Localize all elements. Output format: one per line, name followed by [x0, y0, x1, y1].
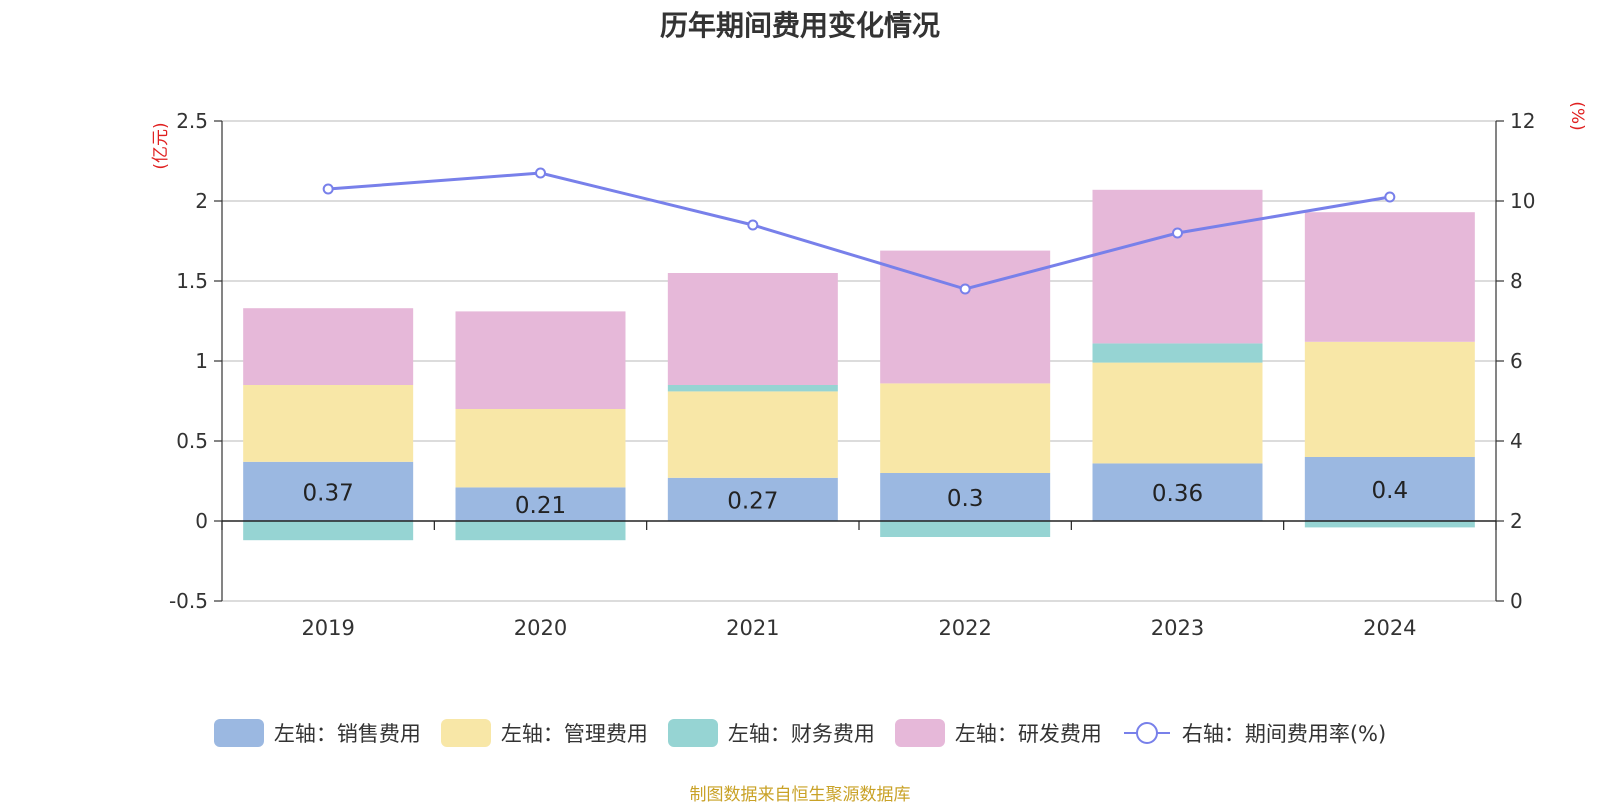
left-axis-unit-label: (亿元)	[151, 122, 171, 169]
bar-sales	[667, 477, 838, 521]
chart-title: 历年期间费用变化情况	[659, 9, 940, 42]
bar-admin	[1092, 362, 1263, 464]
x-tick-label: 2024	[1363, 616, 1416, 640]
source-note: 制图数据来自恒生聚源数据库	[689, 785, 911, 805]
bar-rnd	[1304, 212, 1475, 342]
bar-data-label: 0.4	[1372, 478, 1409, 504]
bar-data-label: 0.21	[515, 493, 566, 519]
left-tick-label: 2	[195, 189, 208, 213]
legend-line-rate-icon	[1123, 722, 1170, 744]
rate-line	[328, 171, 1391, 291]
left-tick-label: -0.5	[169, 589, 208, 613]
bar-data-label: 0.36	[1152, 481, 1203, 507]
bar-finance	[455, 521, 626, 541]
bar-data-label: 0.3	[947, 486, 984, 512]
left-tick-label: 0.5	[176, 429, 208, 453]
bar-finance	[880, 521, 1051, 537]
bar-admin	[243, 385, 414, 462]
legend-label-rate: 右轴：期间费用率(%)	[1181, 722, 1387, 746]
x-tick-label: 2023	[1151, 616, 1204, 640]
x-tick-label: 2021	[726, 616, 779, 640]
left-tick-label: 2.5	[176, 109, 208, 133]
bar-admin	[667, 391, 838, 478]
legend-swatch-rnd	[894, 719, 945, 747]
rate-point	[1384, 191, 1396, 203]
bar-rnd	[667, 273, 838, 385]
legend-swatch-sales	[213, 719, 264, 747]
legend-item-sales[interactable]: 左轴：销售费用	[213, 718, 421, 748]
right-tick-label: 0	[1510, 589, 1523, 613]
right-tick-label: 8	[1510, 269, 1523, 293]
legend-label-admin: 左轴：管理费用	[500, 722, 648, 746]
bar-sales	[243, 461, 414, 521]
left-tick-label: 1	[195, 349, 208, 373]
bar-sales	[880, 473, 1051, 521]
legend-label-sales: 左轴：销售费用	[273, 722, 421, 746]
bar-finance	[243, 521, 414, 541]
legend-item-admin[interactable]: 左轴：管理费用	[440, 718, 648, 748]
right-tick-label: 2	[1510, 509, 1523, 533]
legend-item-finance[interactable]: 左轴：财务费用	[667, 718, 875, 748]
x-tick-label: 2020	[514, 616, 567, 640]
bar-admin	[1304, 341, 1475, 457]
legend-label-rnd: 左轴：研发费用	[954, 722, 1102, 746]
legend-swatch-finance	[667, 719, 718, 747]
legend-swatch-admin	[440, 719, 491, 747]
legend-item-rate[interactable]: 右轴：期间费用率(%)	[1122, 718, 1386, 748]
rate-point	[959, 283, 971, 295]
bar-finance	[1092, 343, 1263, 363]
bar-rnd	[1092, 189, 1263, 344]
x-tick-label: 2019	[301, 616, 354, 640]
bar-rnd	[455, 311, 626, 409]
bar-rnd	[243, 308, 414, 385]
rate-point	[535, 167, 546, 179]
bar-finance	[667, 385, 838, 392]
bar-sales	[1304, 457, 1475, 521]
x-tick-label: 2022	[938, 616, 991, 640]
bar-sales	[1092, 463, 1263, 521]
legend: 左轴：销售费用 左轴：管理费用 左轴：财务费用 左轴：研发费用 右轴：期间费用率…	[0, 718, 1600, 748]
bar-sales	[455, 487, 626, 521]
bar-data-label: 0.27	[727, 488, 778, 514]
legend-item-rnd[interactable]: 左轴：研发费用	[894, 718, 1102, 748]
right-axis-unit-label: (%)	[1567, 101, 1587, 130]
bar-admin	[455, 409, 626, 488]
rate-point	[322, 183, 334, 195]
right-tick-label: 12	[1510, 109, 1535, 133]
bar-data-label: 0.37	[303, 480, 354, 506]
legend-label-finance: 左轴：财务费用	[727, 722, 875, 746]
right-tick-label: 10	[1510, 189, 1535, 213]
left-tick-label: 1.5	[176, 269, 208, 293]
right-tick-label: 4	[1510, 429, 1523, 453]
right-tick-label: 6	[1510, 349, 1523, 373]
rate-point	[1172, 227, 1183, 239]
bar-admin	[880, 383, 1051, 473]
bar-finance	[1304, 521, 1475, 528]
left-tick-label: 0	[195, 509, 208, 533]
rate-point	[747, 219, 759, 231]
